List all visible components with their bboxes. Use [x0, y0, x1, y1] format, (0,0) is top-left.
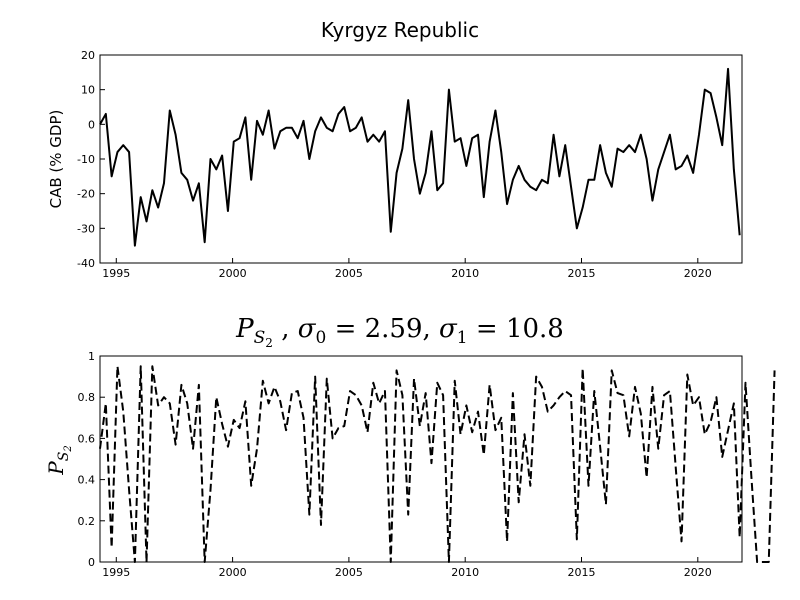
- chart-prob-ylabel: PS2: [44, 445, 74, 475]
- cab-x-tick-label-2020: 2020: [684, 267, 712, 280]
- cab-y-tick-label-0: -40: [77, 257, 95, 270]
- prob-y-tick-label-3: 0.6: [78, 432, 96, 445]
- title-sig0: σ: [298, 314, 317, 344]
- cab-y-tick-label-3: -10: [77, 153, 95, 166]
- title-sig1: σ: [439, 314, 458, 344]
- prob-y-tick-label-5: 1: [88, 350, 95, 363]
- chart-cab-x-axis: 1995 2000 2005 2010 2015 2020: [102, 258, 712, 280]
- chart-prob-title: PS2 , σ0 = 2.59, σ1 = 10.8: [235, 314, 564, 350]
- ylabel-n: 2: [63, 445, 74, 452]
- chart-cab-ylabel: CAB (% GDP): [47, 110, 65, 209]
- cab-x-tick-label-1995: 1995: [102, 267, 130, 280]
- prob-y-tick-label-0: 0: [88, 556, 95, 569]
- cab-y-tick-label-4: 0: [88, 118, 95, 131]
- cab-x-tick-label-2010: 2010: [451, 267, 479, 280]
- title-eq1: = 10.8: [468, 314, 564, 344]
- prob-y-tick-label-4: 0.8: [78, 391, 96, 404]
- prob-x-tick-label-2015: 2015: [568, 566, 596, 579]
- cab-y-tick-label-6: 20: [81, 49, 95, 62]
- ylabel-p: P: [44, 461, 68, 476]
- chart-prob: PS2 , σ0 = 2.59, σ1 = 10.8 PS2 1995 2000 2…: [44, 314, 776, 579]
- prob-x-tick-label-2020: 2020: [684, 566, 712, 579]
- cab-y-tick-label-2: -20: [77, 188, 95, 201]
- chart-cab-series-line: [99, 67, 741, 247]
- chart-prob-x-axis: 1995 2000 2005 2010 2015 2020: [102, 557, 712, 579]
- title-s: S: [254, 328, 266, 348]
- chart-cab-y-axis: -40 -30 -20 -10 0 10 20: [77, 49, 105, 270]
- prob-x-tick-label-2010: 2010: [451, 566, 479, 579]
- chart-cab: Kyrgyz Republic CAB (% GDP) 1995 2000 2005…: [47, 18, 743, 280]
- chart-prob-series-line: [99, 365, 776, 563]
- prob-x-tick-label-2000: 2000: [219, 566, 247, 579]
- chart-prob-y-axis: 0 0.2 0.4 0.6 0.8 1: [78, 350, 105, 569]
- prob-y-tick-label-1: 0.2: [78, 515, 96, 528]
- title-z: 0: [315, 328, 326, 348]
- cab-x-tick-label-2000: 2000: [219, 267, 247, 280]
- prob-x-tick-label-2005: 2005: [335, 566, 363, 579]
- title-o: 1: [457, 328, 468, 348]
- ylabel-s: S: [56, 452, 72, 462]
- title-mid1: ,: [273, 314, 298, 344]
- title-n: 2: [265, 336, 273, 350]
- cab-y-tick-label-5: 10: [81, 84, 95, 97]
- cab-x-tick-label-2015: 2015: [568, 267, 596, 280]
- title-eq0: = 2.59,: [326, 314, 439, 344]
- chart-cab-title: Kyrgyz Republic: [321, 18, 479, 42]
- cab-x-tick-label-2005: 2005: [335, 267, 363, 280]
- prob-y-tick-label-2: 0.4: [78, 474, 96, 487]
- cab-y-tick-label-1: -30: [77, 222, 95, 235]
- prob-x-tick-label-1995: 1995: [102, 566, 130, 579]
- title-p: P: [235, 314, 254, 344]
